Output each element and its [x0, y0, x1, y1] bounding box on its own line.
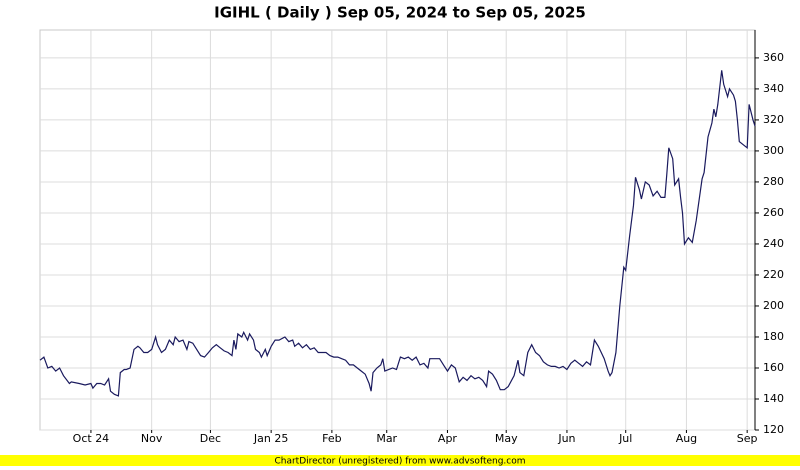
x-tick-label: Jun — [557, 432, 575, 445]
x-tick-label: Feb — [322, 432, 341, 445]
footer: ChartDirector (unregistered) from www.ad… — [274, 457, 525, 467]
x-tick-label: Nov — [141, 432, 163, 445]
y-tick-label: 240 — [763, 237, 784, 250]
y-tick-label: 180 — [763, 330, 784, 343]
y-tick-label: 360 — [763, 51, 784, 64]
x-tick-label: Apr — [438, 432, 458, 445]
plot-area — [39, 29, 756, 431]
x-tick-label: Oct 24 — [73, 432, 110, 445]
y-tick-label: 300 — [763, 144, 784, 157]
price-line — [39, 70, 756, 397]
x-tick-label: Mar — [376, 432, 397, 445]
y-tick-label: 260 — [763, 206, 784, 219]
y-tick-label: 200 — [763, 299, 784, 312]
x-tick-label: Sep — [737, 432, 758, 445]
y-tick-label: 340 — [763, 82, 784, 95]
x-tick-label: May — [495, 432, 518, 445]
y-tick-label: 160 — [763, 361, 784, 374]
y-tick-label: 140 — [763, 392, 784, 405]
x-tick-label: Dec — [200, 432, 221, 445]
x-tick-label: Aug — [676, 432, 697, 445]
chart-title: IGIHL ( Daily ) Sep 05, 2024 to Sep 05, … — [214, 4, 586, 22]
y-tick-label: 220 — [763, 268, 784, 281]
x-tick-label: Jul — [618, 432, 632, 445]
y-tick-label: 280 — [763, 175, 784, 188]
footer-bar — [0, 455, 800, 466]
y-tick-label: 320 — [763, 113, 784, 126]
x-tick-label: Jan 25 — [253, 432, 288, 445]
y-tick-label: 120 — [763, 423, 784, 436]
